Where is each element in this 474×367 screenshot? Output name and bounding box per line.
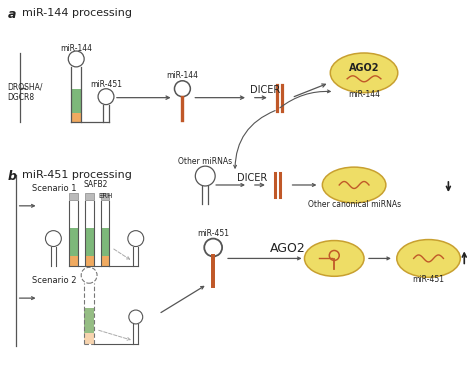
Text: SAFB2: SAFB2 (84, 180, 108, 189)
Bar (84, 308, 94, 344)
Bar (71, 89, 81, 113)
Text: miR-451 processing: miR-451 processing (22, 170, 131, 180)
Bar (71, 91, 81, 123)
Text: Scenario 1: Scenario 1 (32, 184, 76, 193)
Text: miR-144: miR-144 (348, 90, 380, 99)
Bar (85, 229, 93, 266)
Text: miR-144 processing: miR-144 processing (22, 8, 132, 18)
Text: miR-144: miR-144 (166, 71, 199, 80)
Bar (85, 193, 93, 200)
Text: Other miRNAs: Other miRNAs (178, 157, 232, 166)
Text: DROSHA/
DGCR8: DROSHA/ DGCR8 (7, 83, 42, 102)
Bar (69, 228, 78, 256)
Text: miR-451: miR-451 (412, 275, 445, 284)
Text: a: a (8, 8, 16, 21)
Text: ERH: ERH (98, 193, 112, 199)
Text: miR-144: miR-144 (60, 44, 92, 52)
Text: miR-451: miR-451 (197, 229, 229, 238)
Text: Scenario 2: Scenario 2 (32, 276, 76, 285)
Text: miR-451: miR-451 (90, 80, 122, 89)
Text: DICER: DICER (237, 173, 267, 183)
Ellipse shape (322, 167, 386, 203)
Bar (85, 228, 93, 256)
Ellipse shape (304, 240, 364, 276)
Ellipse shape (330, 53, 398, 93)
Bar (100, 229, 109, 266)
Ellipse shape (397, 240, 460, 277)
Bar (69, 229, 78, 266)
Text: Other canonical miRNAs: Other canonical miRNAs (308, 200, 401, 209)
Text: AGO2: AGO2 (270, 242, 306, 255)
Text: b: b (8, 170, 17, 183)
Bar (100, 228, 109, 256)
Bar (100, 193, 109, 200)
Bar (69, 193, 78, 200)
Text: DICER: DICER (250, 85, 280, 95)
Text: AGO2: AGO2 (349, 63, 379, 73)
Bar (84, 308, 94, 333)
